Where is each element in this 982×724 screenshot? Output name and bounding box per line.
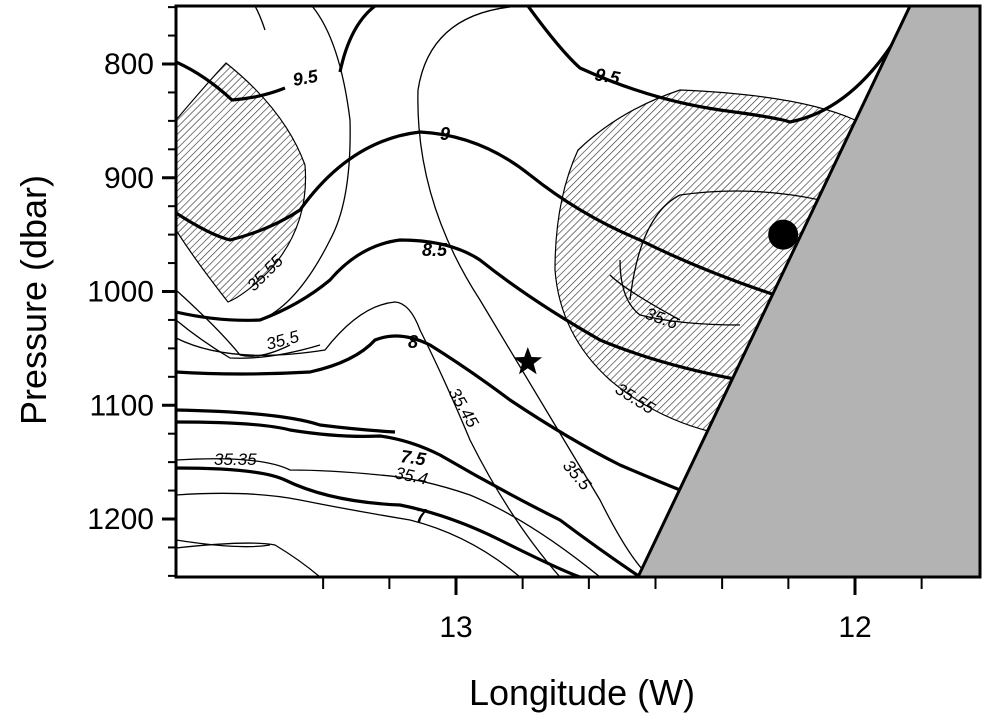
contour-label-t2: 9.5	[593, 64, 622, 88]
hatched-region-east	[554, 89, 856, 433]
marker-dot	[768, 219, 799, 250]
contour-label-t7: 7	[416, 506, 427, 526]
contour-label-t5: 8	[408, 332, 418, 352]
contour-label-s5: 35.45	[445, 385, 483, 432]
y-tick-label-900: 900	[104, 162, 154, 195]
x-axis-title: Longitude (W)	[469, 672, 695, 713]
contour-label-t4: 8.5	[422, 240, 448, 260]
contour-label-t1: 9.5	[291, 66, 320, 90]
y-axis-title: Pressure (dbar)	[13, 175, 54, 425]
contour-label-s2: 35.5	[264, 327, 301, 354]
y-tick-label-1200: 1200	[87, 503, 154, 536]
hatched-region-west	[176, 62, 307, 303]
x-tick-label-13: 13	[439, 611, 472, 644]
y-tick-label-800: 800	[104, 48, 154, 81]
y-tick-label-1000: 1000	[87, 276, 154, 309]
contour-label-s3: 35.35	[214, 450, 257, 469]
contour-label-t6: 7.5	[399, 446, 428, 469]
y-tick-label-1100: 1100	[89, 389, 154, 422]
x-tick-label-12: 12	[838, 611, 871, 644]
contour-label-s6: 35.5	[559, 456, 595, 494]
bathymetry-region	[636, 6, 980, 577]
contour-label-t3: 9	[440, 124, 450, 144]
marker-star	[513, 347, 543, 375]
